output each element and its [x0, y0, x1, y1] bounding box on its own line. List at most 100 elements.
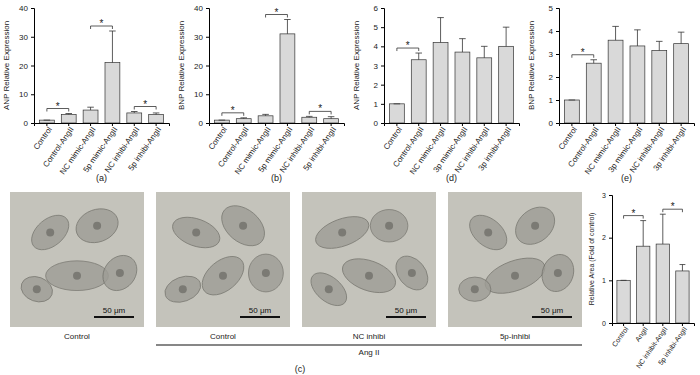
x-tick: Control	[611, 323, 630, 348]
nucleus	[484, 229, 492, 237]
bar	[564, 100, 579, 123]
cell	[537, 250, 579, 296]
error-bar	[590, 60, 597, 63]
y-tick-mark	[206, 94, 209, 95]
error-bar	[153, 113, 160, 114]
micrograph: 50 μm	[10, 192, 144, 327]
error-bar	[503, 27, 510, 46]
cell	[214, 198, 272, 254]
y-tick-label: 3	[602, 192, 606, 199]
bar	[499, 46, 514, 123]
annotations: ***	[47, 18, 156, 112]
y-tick-mark	[556, 54, 559, 55]
x-tick-label: 5p inhibi-AngII	[657, 325, 689, 366]
y-tick-mark	[381, 46, 384, 47]
error-bar	[240, 117, 247, 119]
micrograph: 50 μm	[156, 192, 290, 327]
error-bar-cap	[640, 220, 646, 221]
y-tick-mark	[31, 66, 34, 67]
cell	[71, 203, 123, 248]
nucleus	[33, 285, 41, 293]
bar	[280, 34, 295, 123]
cell	[305, 266, 353, 311]
error-bar	[415, 53, 422, 60]
y-tick: 4	[374, 42, 384, 51]
y-tick-mark	[206, 37, 209, 38]
error-bar	[481, 46, 488, 58]
scale-bar-label: 50 μm	[541, 306, 564, 315]
error-bar-stem	[112, 31, 113, 63]
error-bar-stem	[506, 27, 507, 46]
y-tick-mark	[381, 66, 384, 67]
error-bar-stem	[662, 214, 663, 244]
y-axis: 0123456	[374, 4, 385, 128]
y-tick-mark	[206, 123, 209, 124]
x-tick-label: 3p inhibi-AngII	[476, 125, 513, 172]
significance-label: *	[581, 47, 585, 58]
y-tick-mark	[381, 104, 384, 105]
y-axis-title: BNP Relative Expression	[177, 21, 186, 110]
error-bar-stem	[659, 41, 660, 50]
error-bar	[634, 30, 641, 46]
y-tick-label: 6	[374, 4, 379, 13]
error-bar-stem	[484, 46, 485, 58]
y-tick: 40	[19, 4, 34, 13]
error-bar-cap	[621, 280, 627, 281]
y-tick-mark	[556, 123, 559, 124]
error-bar	[679, 265, 685, 271]
bar	[411, 60, 426, 123]
error-bar	[328, 117, 335, 119]
plot-area	[389, 18, 513, 123]
x-tick: 5p inhibi-AngII	[301, 123, 338, 172]
error-bar-cap	[569, 100, 576, 101]
x-tick: 3p inhibi-AngII	[476, 123, 513, 172]
error-bar-cap	[284, 19, 291, 20]
y-tick-mark	[31, 37, 34, 38]
error-bar	[394, 103, 401, 104]
error-bar-cap	[415, 53, 422, 54]
y-tick-label: 1	[602, 277, 606, 284]
micrograph: 50 μm	[448, 192, 582, 327]
y-tick-label: 40	[19, 4, 28, 13]
error-bar	[44, 120, 51, 121]
y-tick-mark	[609, 323, 612, 324]
micrograph-image	[448, 192, 582, 327]
y-tick-mark	[556, 77, 559, 78]
y-tick: 20	[194, 62, 209, 71]
nucleus	[338, 229, 346, 237]
x-tick: 3p inhibi-AngII	[651, 123, 688, 172]
cell	[18, 272, 57, 306]
y-tick-label: 2	[374, 81, 379, 90]
annotations: ***	[222, 7, 331, 116]
error-bar	[640, 221, 646, 247]
x-axis-line	[35, 124, 170, 127]
y-tick-mark	[609, 195, 612, 196]
x-tick-label: 3p inhibi-AngII	[651, 125, 688, 172]
error-bar-cap	[481, 46, 488, 47]
x-tick-label: Control	[611, 325, 630, 348]
nucleus	[531, 222, 539, 230]
plot-area	[39, 31, 163, 123]
panel-label: (e)	[621, 173, 632, 183]
bar	[586, 63, 601, 123]
y-tick: 0	[374, 119, 384, 128]
y-tick-mark	[381, 123, 384, 124]
scale-bar	[386, 316, 426, 318]
x-tick: Control	[207, 123, 229, 152]
error-bar-stem	[90, 107, 91, 110]
y-tick: 10	[194, 90, 209, 99]
error-bar	[437, 18, 444, 43]
y-tick-label: 0	[602, 320, 606, 327]
error-bar-cap	[590, 59, 597, 60]
scale-bar-label: 50 μm	[103, 306, 126, 315]
cell	[195, 249, 251, 303]
y-tick: 6	[374, 4, 384, 13]
significance-label: *	[631, 208, 635, 219]
y-tick-label: 1	[549, 96, 554, 105]
error-bar	[569, 100, 576, 101]
y-tick-mark	[381, 85, 384, 86]
bar	[61, 114, 76, 123]
y-tick: 0	[24, 119, 34, 128]
error-bar-cap	[634, 29, 641, 30]
y-axis-line	[556, 9, 560, 124]
